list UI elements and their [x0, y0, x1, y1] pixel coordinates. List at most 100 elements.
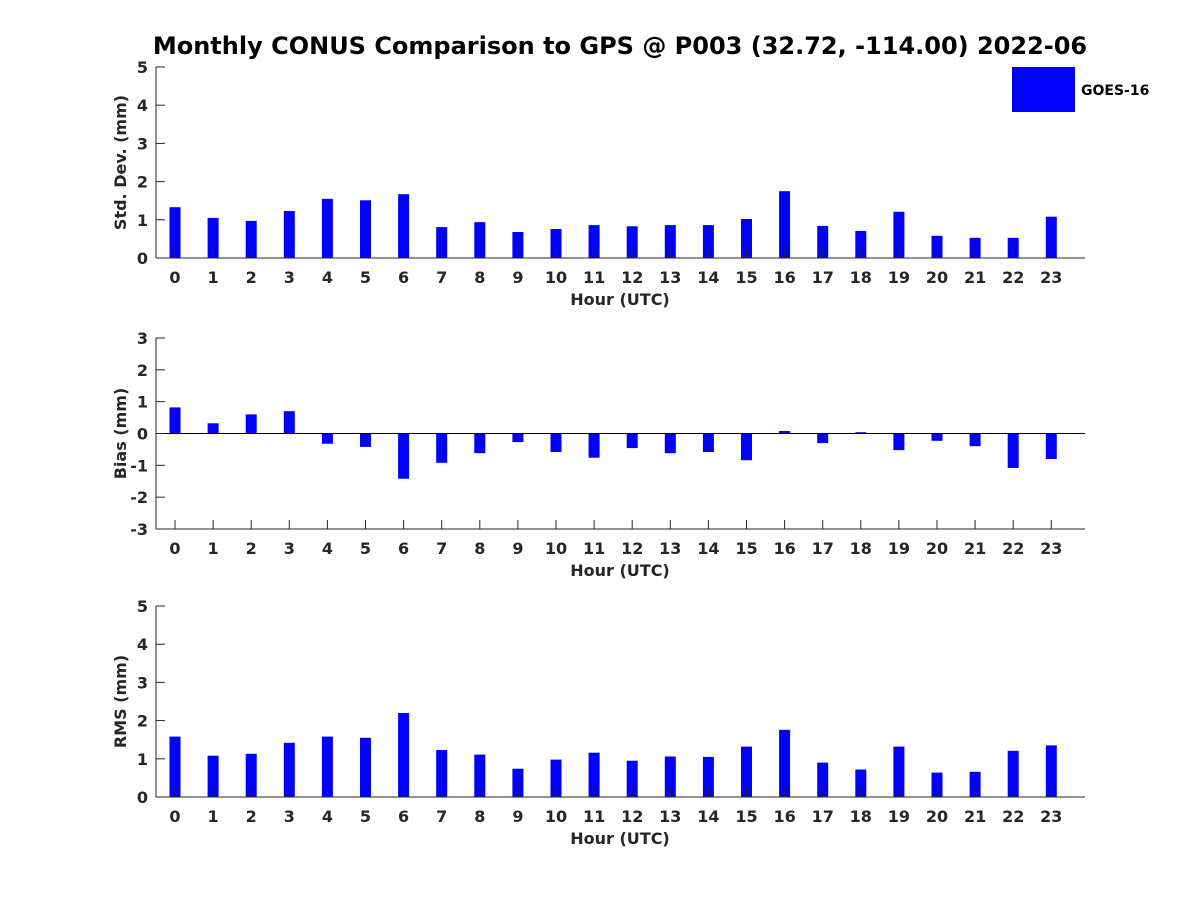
- bar-1-14: [702, 433, 714, 452]
- bar-2-16: [779, 729, 791, 797]
- y-tick-label-1-0: -3: [130, 520, 148, 539]
- x-tick-label-0-16: 16: [773, 268, 795, 287]
- x-tick-label-2-17: 17: [812, 807, 834, 826]
- x-tick-label-0-1: 1: [208, 268, 219, 287]
- x-tick-label-0-5: 5: [360, 268, 371, 287]
- x-tick-label-1-2: 2: [246, 539, 257, 558]
- y-tick-label-1-6: 3: [137, 329, 148, 348]
- x-tick-label-1-8: 8: [474, 539, 485, 558]
- bar-2-19: [893, 746, 905, 797]
- bar-2-21: [969, 771, 981, 797]
- y-tick-label-1-2: -1: [130, 456, 148, 475]
- chart-title: Monthly CONUS Comparison to GPS @ P003 (…: [153, 32, 1087, 60]
- bar-0-17: [817, 225, 829, 258]
- bar-0-4: [321, 198, 333, 258]
- x-tick-label-2-11: 11: [583, 807, 605, 826]
- bar-1-7: [436, 433, 448, 463]
- x-tick-label-2-7: 7: [436, 807, 447, 826]
- x-tick-label-2-13: 13: [659, 807, 681, 826]
- x-tick-label-1-11: 11: [583, 539, 605, 558]
- y-tick-label-2-4: 4: [137, 635, 148, 654]
- bar-0-15: [741, 219, 752, 258]
- bar-1-11: [588, 433, 600, 458]
- bar-2-12: [626, 760, 638, 797]
- x-tick-label-2-10: 10: [545, 807, 567, 826]
- x-tick-label-1-20: 20: [926, 539, 948, 558]
- bar-0-3: [283, 211, 295, 258]
- legend: GOES-16: [1012, 67, 1149, 112]
- bar-1-3: [283, 411, 295, 434]
- x-tick-label-2-16: 16: [773, 807, 795, 826]
- bar-1-23: [1045, 433, 1057, 459]
- x-tick-label-1-16: 16: [773, 539, 795, 558]
- bar-1-4: [321, 433, 333, 444]
- bar-1-8: [474, 433, 486, 454]
- bar-2-14: [702, 756, 714, 797]
- bar-0-16: [779, 191, 791, 258]
- y-tick-label-2-2: 2: [137, 712, 148, 731]
- x-tick-label-2-3: 3: [284, 807, 295, 826]
- x-tick-label-1-15: 15: [735, 539, 757, 558]
- bar-1-15: [741, 433, 752, 461]
- bar-2-10: [550, 759, 562, 797]
- y-axis-label-1: Bias (mm): [111, 388, 130, 480]
- x-tick-label-2-22: 22: [1002, 807, 1024, 826]
- x-tick-label-0-13: 13: [659, 268, 681, 287]
- bar-0-11: [588, 225, 600, 258]
- x-tick-label-2-8: 8: [474, 807, 485, 826]
- x-tick-label-1-10: 10: [545, 539, 567, 558]
- y-axis-label-2: RMS (mm): [111, 655, 130, 748]
- bar-2-22: [1007, 750, 1019, 797]
- x-tick-label-1-9: 9: [512, 539, 523, 558]
- x-tick-label-1-0: 0: [169, 539, 180, 558]
- bar-1-21: [969, 433, 981, 447]
- bar-1-13: [664, 433, 676, 454]
- bar-0-2: [245, 220, 257, 258]
- x-axis-label-0: Hour (UTC): [570, 290, 670, 309]
- x-tick-label-0-22: 22: [1002, 268, 1024, 287]
- y-tick-label-1-3: 0: [137, 425, 148, 444]
- x-tick-label-2-20: 20: [926, 807, 948, 826]
- bar-0-21: [969, 237, 981, 258]
- y-tick-label-0-3: 3: [137, 134, 148, 153]
- bar-0-6: [398, 194, 410, 258]
- y-tick-label-2-5: 5: [137, 597, 148, 616]
- y-tick-label-0-5: 5: [137, 58, 148, 77]
- x-axis-label-1: Hour (UTC): [570, 561, 670, 580]
- bar-1-19: [893, 433, 905, 451]
- x-tick-label-1-23: 23: [1040, 539, 1062, 558]
- bar-0-14: [702, 225, 714, 258]
- x-tick-label-2-23: 23: [1040, 807, 1062, 826]
- x-tick-label-0-8: 8: [474, 268, 485, 287]
- bar-2-0: [169, 736, 181, 797]
- x-tick-label-1-12: 12: [621, 539, 643, 558]
- bar-2-5: [360, 737, 371, 797]
- bar-2-4: [321, 736, 333, 797]
- x-tick-label-1-17: 17: [812, 539, 834, 558]
- bar-1-2: [245, 414, 257, 434]
- bar-1-12: [626, 433, 638, 449]
- y-tick-label-0-2: 2: [137, 173, 148, 192]
- legend-swatch: [1012, 67, 1075, 112]
- x-tick-label-1-13: 13: [659, 539, 681, 558]
- y-axis-label-0: Std. Dev. (mm): [111, 95, 130, 230]
- x-tick-label-2-0: 0: [169, 807, 180, 826]
- x-tick-label-1-18: 18: [850, 539, 872, 558]
- x-tick-label-2-5: 5: [360, 807, 371, 826]
- x-tick-label-1-4: 4: [322, 539, 333, 558]
- x-tick-label-0-0: 0: [169, 268, 180, 287]
- x-tick-label-0-14: 14: [697, 268, 719, 287]
- y-tick-label-0-0: 0: [137, 249, 148, 268]
- bar-1-22: [1007, 433, 1019, 468]
- bar-1-20: [931, 433, 943, 441]
- bar-0-12: [626, 226, 638, 258]
- x-tick-label-0-3: 3: [284, 268, 295, 287]
- bar-0-1: [207, 217, 219, 258]
- bar-1-16: [779, 431, 791, 434]
- bar-0-9: [512, 232, 524, 258]
- bar-1-5: [360, 433, 371, 447]
- bar-2-3: [283, 742, 295, 797]
